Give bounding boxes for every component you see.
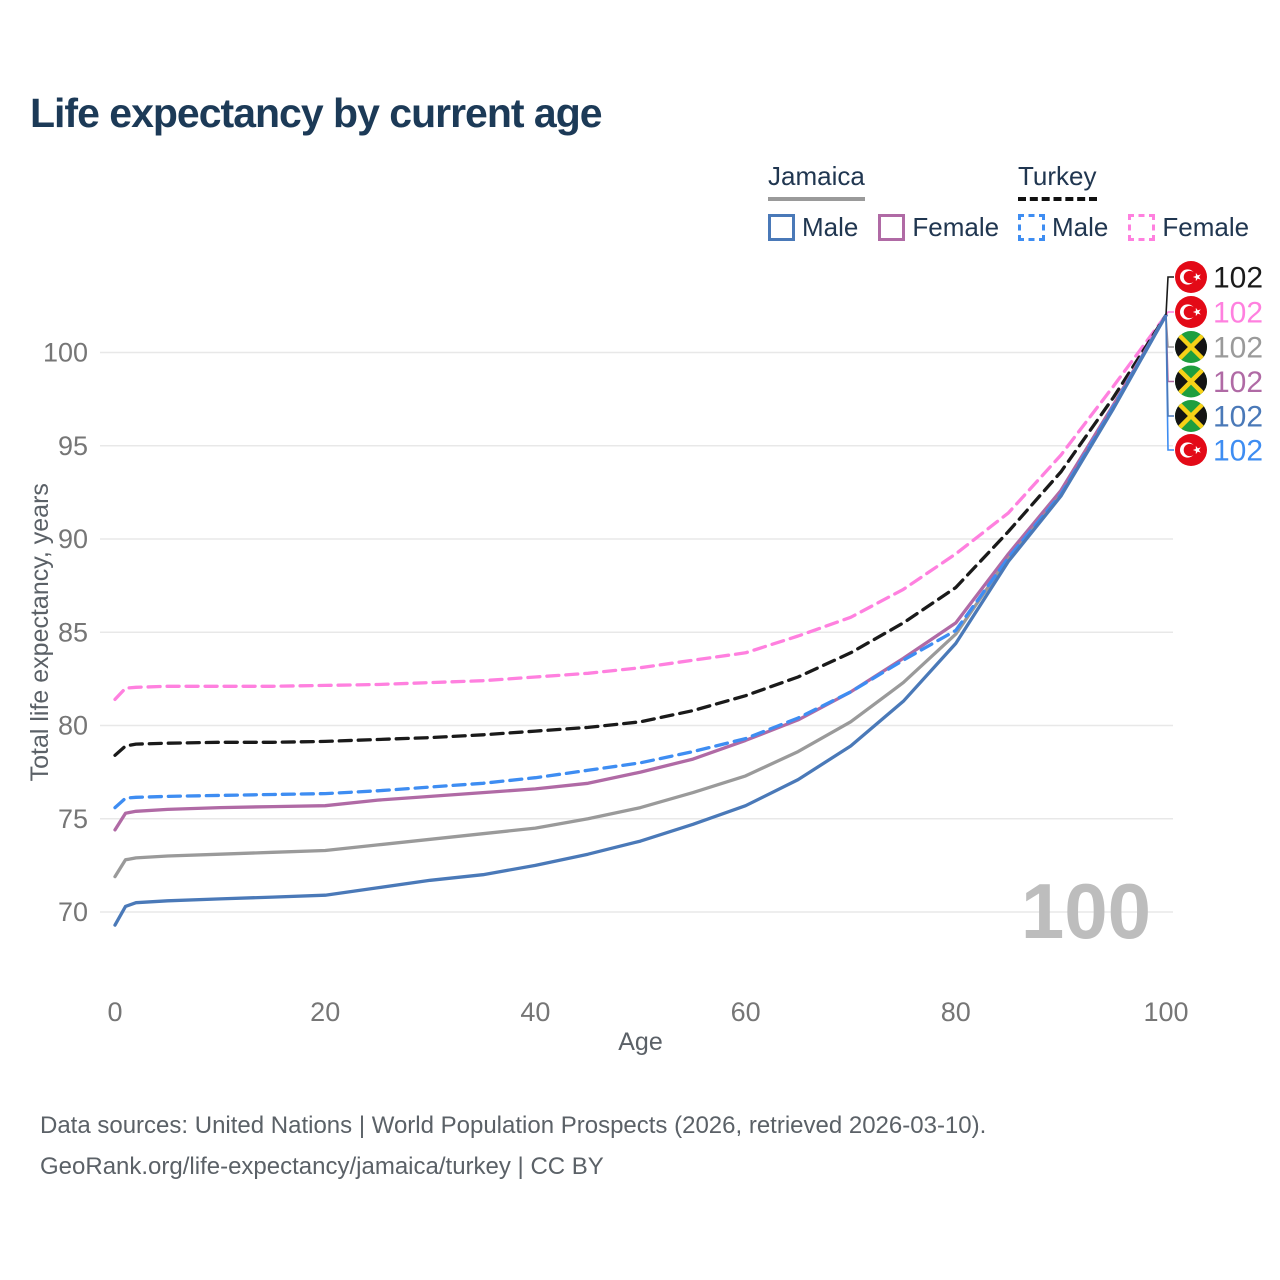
- end-value-label: 102: [1213, 262, 1263, 295]
- series-line-jamaica-both: [113, 313, 1168, 879]
- x-tick-label: 0: [107, 997, 122, 1027]
- y-tick-label: 95: [58, 431, 88, 461]
- gridlines: 70 75 80 85 90 95 100: [43, 338, 1173, 927]
- y-tick-label: 90: [58, 524, 88, 554]
- series-line-turkey-both: [113, 313, 1168, 757]
- series-line-jamaica-male: [113, 313, 1168, 927]
- y-tick-label: 75: [58, 804, 88, 834]
- jamaica-flag-icon: [1175, 331, 1207, 363]
- x-tick-label: 20: [310, 997, 340, 1027]
- series-line-turkey-female: [113, 313, 1168, 702]
- x-tick-label: 40: [520, 997, 550, 1027]
- y-tick-label: 100: [43, 338, 88, 368]
- turkey-male-swatch-icon: [1018, 214, 1045, 241]
- y-tick-label: 80: [58, 711, 88, 741]
- jamaica-flag-icon: [1175, 400, 1207, 432]
- end-label-connector: [1165, 315, 1174, 417]
- legend-group-jamaica: Jamaica Male Female: [768, 161, 999, 243]
- age-frame-watermark: 100: [1021, 867, 1151, 955]
- legend-item-turkey-male[interactable]: Male: [1018, 212, 1108, 243]
- x-tick-label: 60: [731, 997, 761, 1027]
- y-tick-label: 70: [58, 897, 88, 927]
- legend-item-jamaica-male[interactable]: Male: [768, 212, 858, 243]
- data-sources-text: Data sources: United Nations | World Pop…: [40, 1112, 987, 1139]
- turkey-flag-icon: [1175, 434, 1207, 466]
- x-tick-label: 80: [941, 997, 971, 1027]
- series-line-turkey-male: [113, 313, 1168, 810]
- jamaica-male-swatch-icon: [768, 214, 795, 241]
- legend-group-jamaica-title: Jamaica: [768, 161, 865, 201]
- legend-group-turkey-title: Turkey: [1018, 161, 1097, 201]
- y-tick-label: 85: [58, 617, 88, 647]
- legend-item-label: Male: [1052, 212, 1109, 242]
- legend-item-label: Female: [1162, 212, 1250, 242]
- series-line-jamaica-female: [113, 313, 1168, 832]
- end-label-connector: [1165, 276, 1174, 316]
- end-label-connector: [1165, 311, 1174, 316]
- turkey-flag-icon: [1175, 261, 1207, 293]
- footer: Data sources: United Nations | World Pop…: [40, 1105, 986, 1187]
- jamaica-female-swatch-icon: [878, 214, 906, 241]
- end-value-label: 102: [1213, 297, 1263, 330]
- turkey-flag-icon: [1175, 296, 1207, 328]
- end-value-label: 102: [1213, 332, 1263, 365]
- y-axis-title: Total life expectancy, years: [26, 483, 54, 781]
- jamaica-flag-icon: [1175, 365, 1207, 398]
- x-axis-title: Age: [618, 1028, 662, 1056]
- legend-item-turkey-female[interactable]: Female: [1128, 212, 1249, 243]
- page-title: Life expectancy by current age: [30, 90, 603, 136]
- legend-item-label: Female: [912, 212, 1000, 242]
- legend-item-jamaica-female[interactable]: Female: [878, 212, 999, 243]
- legend-item-label: Male: [802, 212, 859, 242]
- source-url-text: GeoRank.org/life-expectancy/jamaica/turk…: [40, 1153, 604, 1180]
- turkey-female-swatch-icon: [1128, 214, 1156, 241]
- end-value-label: 102: [1213, 366, 1263, 399]
- end-value-label: 102: [1213, 401, 1263, 434]
- legend-group-turkey: Turkey Male Female: [1018, 161, 1249, 243]
- x-tick-label: 100: [1143, 997, 1188, 1027]
- end-value-label: 102: [1213, 435, 1263, 468]
